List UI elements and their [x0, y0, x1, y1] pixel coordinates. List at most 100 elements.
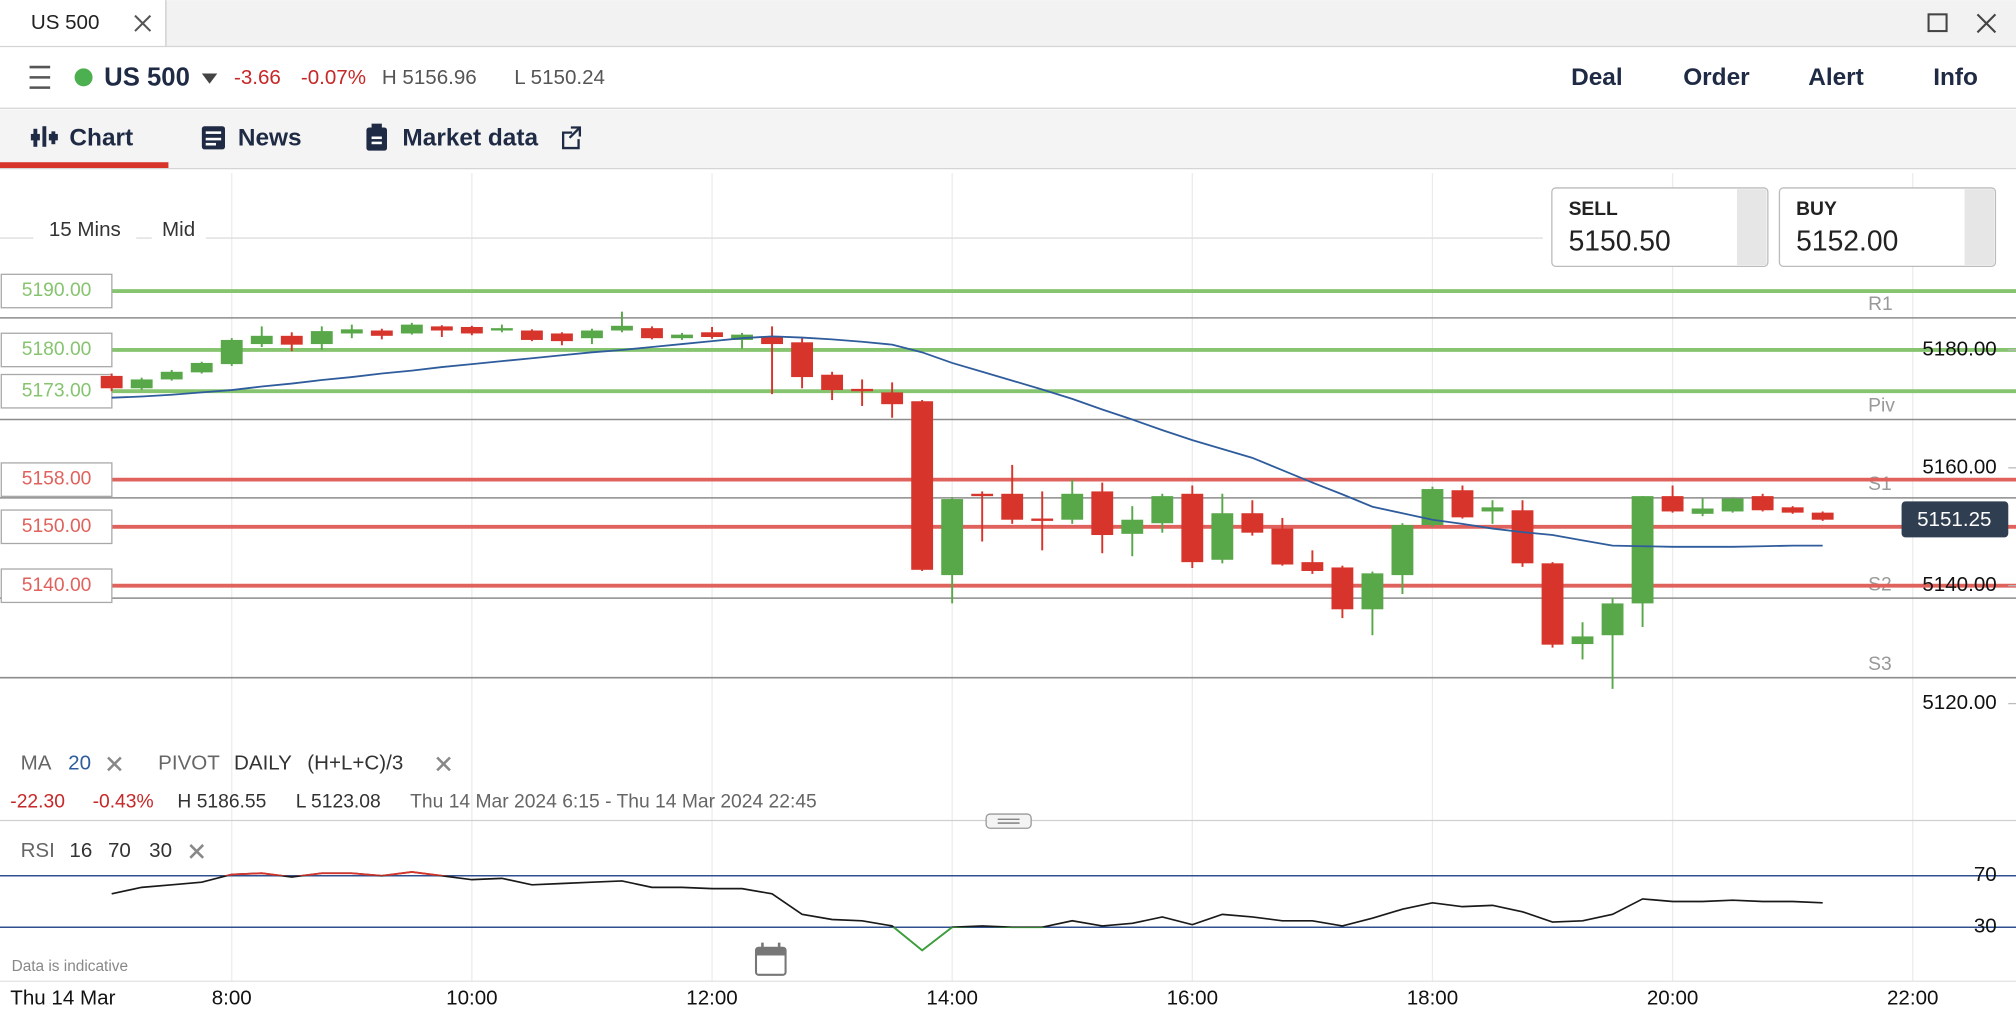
price-type-bg [151, 216, 206, 245]
level-label: 5158.00 [22, 469, 92, 490]
market-data-tab-icon [366, 123, 387, 151]
level-label: 5190.00 [22, 280, 92, 301]
alert-button[interactable]: Alert [1808, 64, 1864, 91]
news-tab[interactable]: News [238, 125, 302, 152]
level-box[interactable] [0, 273, 113, 309]
chart-tab[interactable]: Chart [69, 125, 133, 152]
window-tab-title: US 500 [31, 11, 100, 34]
ma-line [111, 335, 1823, 548]
remove-rsi-icon[interactable] [189, 844, 205, 859]
candle-body [1541, 563, 1564, 645]
info-button[interactable]: Info [1933, 64, 1978, 91]
ma-legend-label: MA [21, 751, 52, 774]
candle-body [941, 499, 964, 576]
candle-body [791, 342, 814, 378]
news-tab-icon [201, 126, 225, 150]
candle-body [1331, 567, 1354, 610]
candle-body [641, 328, 663, 339]
level-box[interactable] [0, 332, 113, 368]
deal-button[interactable]: Deal [1571, 64, 1623, 91]
candle-body [340, 329, 363, 334]
stats-change-pct: -0.43% [93, 792, 154, 813]
y-tick-label: 5140.00 [1922, 573, 1996, 596]
menu-icon[interactable] [29, 65, 51, 89]
calendar-icon[interactable] [754, 942, 787, 976]
level-box[interactable] [0, 462, 113, 497]
order-button[interactable]: Order [1683, 64, 1750, 91]
level-box[interactable] [0, 509, 113, 545]
candle-body [520, 330, 543, 340]
maximize-icon[interactable] [1927, 13, 1948, 33]
sell-box[interactable]: SELL 5150.50 [1551, 187, 1769, 268]
stats-low: L 5123.08 [296, 792, 381, 813]
current-price-box [1901, 501, 2009, 538]
candle-body [1811, 512, 1834, 520]
sell-box-strip [1737, 189, 1767, 266]
candle-body [1661, 496, 1684, 512]
price-type-selector[interactable]: Mid [162, 218, 195, 241]
rsi-period: 16 [69, 839, 92, 862]
level-box[interactable] [0, 373, 113, 409]
level-label: 5150.00 [22, 516, 92, 537]
candle-body [1451, 490, 1474, 518]
candle-body [581, 330, 603, 339]
candle-body [821, 374, 844, 391]
candle-body [460, 326, 483, 334]
candle-body [761, 336, 783, 345]
candle-body [250, 335, 273, 345]
tab-close-icon[interactable] [134, 14, 152, 32]
instrument-dropdown[interactable] [201, 73, 218, 84]
instrument-name[interactable]: US 500 [104, 63, 190, 91]
tab-bar [0, 109, 2016, 169]
candle-body [1481, 507, 1504, 512]
buy-box[interactable]: BUY 5152.00 [1778, 187, 1997, 268]
buy-box-strip [1964, 189, 1995, 266]
candle-body [1241, 513, 1264, 533]
pane-resize-handle[interactable] [985, 813, 1032, 829]
candle-body [490, 328, 513, 331]
candle-body [1001, 493, 1024, 520]
x-tick-label: 20:00 [1647, 987, 1698, 1010]
candle-body [1691, 508, 1714, 514]
rsi-oversold-segment [892, 927, 1047, 952]
candle-body [1061, 493, 1084, 520]
x-tick-label: 14:00 [926, 987, 977, 1010]
remove-ma-icon[interactable] [107, 756, 122, 772]
stats-high: H 5186.55 [177, 792, 266, 813]
candle-body [1181, 493, 1204, 563]
buy-box-bg[interactable] [1778, 187, 1997, 268]
level-label: 5140.00 [22, 575, 92, 596]
candle-body [1301, 562, 1324, 571]
candle-body [1721, 498, 1744, 512]
grid-layer [231, 173, 1914, 982]
header-change: -3.66 [234, 66, 281, 89]
header-low: L 5150.24 [514, 66, 605, 89]
sell-box-bg[interactable] [1551, 187, 1769, 268]
candle-body [130, 379, 153, 389]
interval-selector[interactable]: 15 Mins [49, 218, 121, 241]
remove-pivot-icon[interactable] [436, 756, 451, 772]
market-data-tab[interactable]: Market data [402, 125, 538, 152]
pivot-label: S1 [1868, 474, 1892, 495]
close-window-icon[interactable] [1976, 13, 1997, 34]
candle-body [1751, 496, 1774, 511]
candle-body [1781, 507, 1804, 513]
rsi-line [111, 871, 1823, 952]
window-tab[interactable] [0, 0, 166, 47]
axis-layer: 8:00 10:00 12:00 14:00 16:00 18:00 20:00 22:00 5… [212, 337, 2016, 1010]
candle-body [1511, 510, 1534, 564]
candle-body [160, 371, 183, 380]
candle-body [851, 388, 874, 392]
candle-layer [100, 311, 1834, 689]
rsi-upper-setting: 70 [108, 839, 131, 862]
candle-body [701, 332, 723, 337]
buy-price: 5152.00 [1796, 225, 1898, 257]
header-high: H 5156.96 [382, 66, 477, 89]
level-box[interactable] [0, 568, 113, 604]
rsi-legend-label: RSI [21, 839, 55, 862]
candle-body [1031, 518, 1054, 521]
x-tick-label: 16:00 [1167, 987, 1218, 1010]
candle-body [100, 375, 123, 389]
external-link-icon [561, 126, 582, 150]
